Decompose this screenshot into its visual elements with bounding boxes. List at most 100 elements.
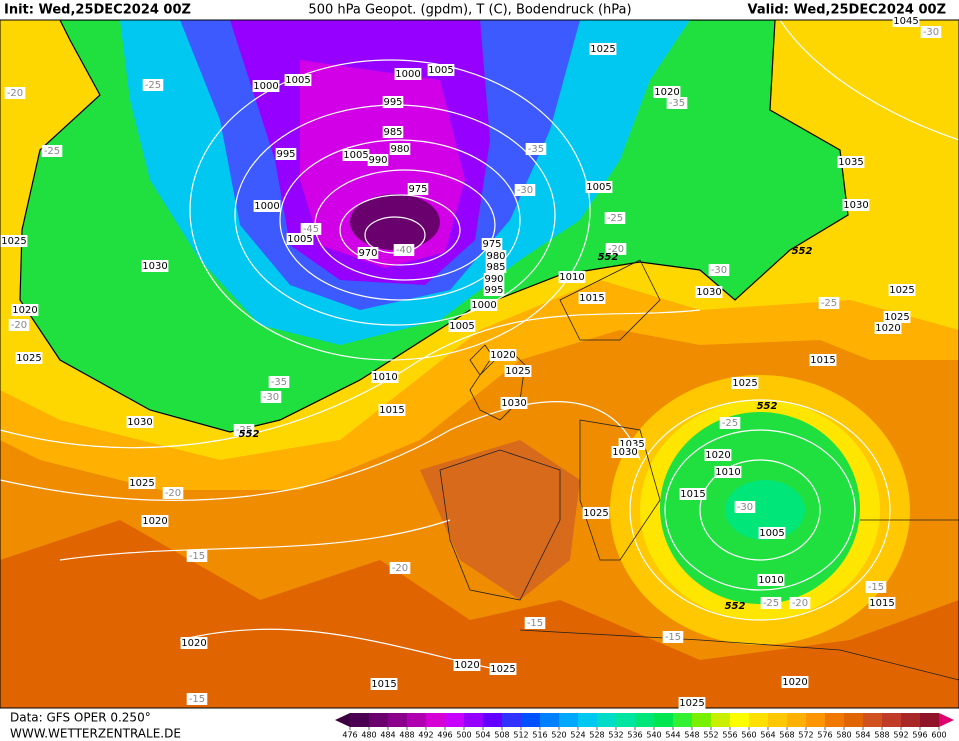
colorbar-tick-label: 532 [608,731,623,740]
colorbar-tick-label: 516 [532,731,547,740]
colorbar-tick-label: 504 [475,731,490,740]
isobar-label: 1030 [127,417,152,428]
colorbar-segment [426,713,445,727]
temperature-label: -25 [236,425,252,436]
isobar-label: 995 [383,97,402,108]
isobar-label-box [252,80,280,92]
colorbar-tick-label: 596 [912,731,927,740]
isobar-label-box [500,397,528,409]
colorbar-segment [521,713,540,727]
isobar-label: 1010 [559,272,584,283]
isobar-label-box [407,183,429,195]
colorbar-tick-label: 572 [798,731,813,740]
temperature-label: -30 [263,392,279,403]
colorbar-tick-label: 544 [665,731,680,740]
colorbar-segment [673,713,692,727]
isobar-label-box [357,247,379,259]
isobar-label: 1025 [732,378,757,389]
isobar-label: 985 [486,262,505,273]
isobar-label-box [448,320,476,332]
colorbar-segment [597,713,616,727]
isobar-label: 975 [482,239,501,250]
temperature-label: -25 [763,598,779,609]
colorbar-tick-label: 476 [342,731,357,740]
isobar-label: 1020 [875,323,900,334]
isobar-label-box [489,663,517,675]
isobar-label-box [382,96,404,108]
isobar-label-box [757,574,785,586]
temperature-label-box [666,97,688,109]
isobar-label: 1000 [395,69,420,80]
colorbar-tick-label: 584 [855,731,870,740]
temperature-label-box [300,223,322,235]
isobar-label-box [892,15,920,27]
isobar-label: 1025 [583,508,608,519]
isobar-label: 1030 [501,398,526,409]
isobar-label: 1005 [449,321,474,332]
isobar-label-box [679,488,707,500]
isobar-label: 990 [368,155,387,166]
chart-title: 500 hPa Geopot. (gpdm), T (C), Bodendruc… [308,3,631,18]
colorbar-segment [692,713,711,727]
website: WWW.WETTERZENTRALE.DE [10,727,181,741]
colorbar-segment [540,713,559,727]
isobar-label: 1010 [758,575,783,586]
isobar-label-box [15,352,43,364]
temperature-label: -30 [711,265,727,276]
colorbar-segment [920,713,939,727]
isobar-label-box [558,271,586,283]
colorbar-segment [559,713,578,727]
isobar-label-box [180,637,208,649]
colorbar-tick-label: 568 [779,731,794,740]
temperature-label-box [389,562,411,574]
colorbar-tick-label: 576 [817,731,832,740]
colorbar-segment [711,713,730,727]
isobar-label: 995 [484,285,503,296]
coastlines [439,259,959,681]
colorbar-segment [844,713,863,727]
temperature-label-box [818,297,840,309]
temperature-label: -30 [517,185,533,196]
isobar-label-box [888,284,916,296]
colorbar-segment [749,713,768,727]
isobar-label-box [485,250,507,262]
height-label: 552 [725,601,746,612]
colorbar-segment [825,713,844,727]
isobar-label: 1020 [654,87,679,98]
temperature-label-box [186,550,208,562]
colorbar-tick-label: 492 [418,731,433,740]
isobar-label: 1025 [679,698,704,709]
temperature-label: -20 [392,563,408,574]
height-label: 552 [792,246,813,257]
colorbar-segment [578,713,597,727]
isobar-label: 1030 [142,261,167,272]
isobar-label-box [678,697,706,709]
isobar-label: 1030 [696,287,721,298]
temperature-label-box [920,26,942,38]
isobar-label-box [427,64,455,76]
isobar-label: 980 [486,251,505,262]
colorbar-segment [464,713,483,727]
isobar-label-box [253,200,281,212]
colorbar-tick-label: 592 [893,731,908,740]
colorbar-tick-label: 556 [722,731,737,740]
colorbar-arrow-low [335,713,350,727]
temperature-label: -15 [527,618,543,629]
isobar-label-box [481,238,503,250]
colorbar-segment [787,713,806,727]
colorbar-tick-label: 552 [703,731,718,740]
height-label: 552 [598,252,619,263]
isobar-label: 1005 [428,65,453,76]
temperature-label: -20 [608,244,624,255]
colorbar-segment [635,713,654,727]
isobar-label-box [286,233,314,245]
temperature-label-box [760,597,782,609]
isobar-label: 1005 [287,234,312,245]
isobar-label-box [378,404,406,416]
isobar-label: 1020 [454,660,479,671]
isobar-label-box [653,86,681,98]
colorbar-segment [483,713,502,727]
temperature-label-box [514,184,536,196]
isobar-label: 1025 [16,353,41,364]
